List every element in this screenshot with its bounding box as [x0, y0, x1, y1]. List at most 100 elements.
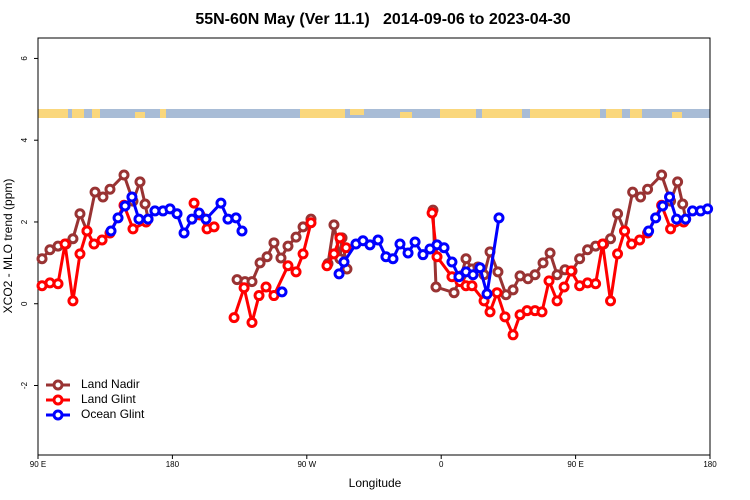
data-point	[387, 253, 399, 265]
data-point	[409, 236, 421, 248]
data-point	[590, 278, 602, 290]
data-point	[139, 198, 151, 210]
data-point	[543, 275, 555, 287]
data-point	[672, 176, 684, 188]
data-point	[59, 238, 71, 250]
data-point	[574, 253, 586, 265]
data-point	[188, 197, 200, 209]
x-tick-label: 90 E	[567, 460, 583, 469]
data-point	[536, 306, 548, 318]
data-point	[430, 281, 442, 293]
plot-frame	[37, 37, 711, 456]
y-tick-label: -2	[20, 381, 29, 389]
data-point	[448, 287, 460, 299]
data-point	[671, 213, 683, 225]
data-point	[104, 183, 116, 195]
legend-marker	[52, 379, 64, 391]
data-point	[529, 269, 541, 281]
data-point	[297, 221, 309, 233]
data-point	[88, 238, 100, 250]
data-point	[466, 280, 478, 292]
chart-title: 55N-60N May (Ver 11.1) 2014-09-06 to 202…	[195, 11, 570, 28]
legend-label: Ocean Glint	[81, 407, 145, 421]
data-point	[74, 208, 86, 220]
data-point	[97, 191, 109, 203]
data-point	[333, 268, 345, 280]
data-point	[186, 213, 198, 225]
data-point	[282, 260, 294, 272]
data-point	[74, 248, 86, 260]
data-point	[612, 208, 624, 220]
data-point	[254, 257, 266, 269]
data-point	[372, 234, 384, 246]
data-point	[481, 288, 493, 300]
data-point	[426, 207, 438, 219]
data-point	[96, 234, 108, 246]
data-point	[338, 256, 350, 268]
data-point	[340, 242, 352, 254]
data-point	[246, 276, 258, 288]
data-point	[67, 233, 79, 245]
data-point	[208, 221, 220, 233]
data-point	[282, 240, 294, 252]
data-point	[253, 290, 265, 302]
data-point	[81, 225, 93, 237]
data-point	[453, 271, 465, 283]
data-point	[680, 213, 692, 225]
data-point	[36, 253, 48, 265]
data-point	[178, 227, 190, 239]
data-point	[702, 203, 714, 215]
data-point	[334, 232, 346, 244]
data-point	[105, 225, 117, 237]
data-point	[276, 286, 288, 298]
data-point	[438, 242, 450, 254]
series-line	[40, 173, 688, 297]
data-point	[635, 191, 647, 203]
data-point	[119, 200, 131, 212]
data-point	[657, 200, 669, 212]
data-point	[467, 269, 479, 281]
data-point	[551, 269, 563, 281]
y-axis-label: XCO2 - MLO trend (ppm)	[1, 179, 15, 314]
legend-marker	[52, 409, 64, 421]
data-point	[260, 281, 272, 293]
data-point	[305, 217, 317, 229]
y-tick-label: 0	[20, 301, 29, 306]
data-point	[446, 256, 458, 268]
y-tick-label: 6	[20, 56, 29, 61]
data-point	[619, 225, 631, 237]
x-tick-label: 180	[703, 460, 717, 469]
data-point	[364, 239, 376, 251]
data-point	[142, 213, 154, 225]
data-point	[605, 295, 617, 307]
data-point	[544, 247, 556, 259]
data-point	[268, 237, 280, 249]
data-point	[321, 260, 333, 272]
x-tick-label: 180	[166, 460, 180, 469]
data-point	[228, 312, 240, 324]
series	[105, 191, 714, 300]
legend-marker	[52, 394, 64, 406]
data-point	[52, 278, 64, 290]
data-point	[677, 198, 689, 210]
data-point	[507, 329, 519, 341]
data-point	[402, 247, 414, 259]
data-point	[193, 207, 205, 219]
data-point	[507, 284, 519, 296]
data-point	[656, 169, 668, 181]
data-point	[431, 251, 443, 263]
data-point	[67, 295, 79, 307]
data-point	[215, 197, 227, 209]
data-point	[664, 191, 676, 203]
data-point	[275, 252, 287, 264]
data-point	[230, 212, 242, 224]
data-point	[236, 225, 248, 237]
x-tick-label: 90 W	[297, 460, 316, 469]
data-point	[491, 287, 503, 299]
data-point	[133, 213, 145, 225]
data-point	[474, 262, 486, 274]
data-point	[626, 238, 638, 250]
data-point	[246, 317, 258, 329]
data-point	[261, 251, 273, 263]
